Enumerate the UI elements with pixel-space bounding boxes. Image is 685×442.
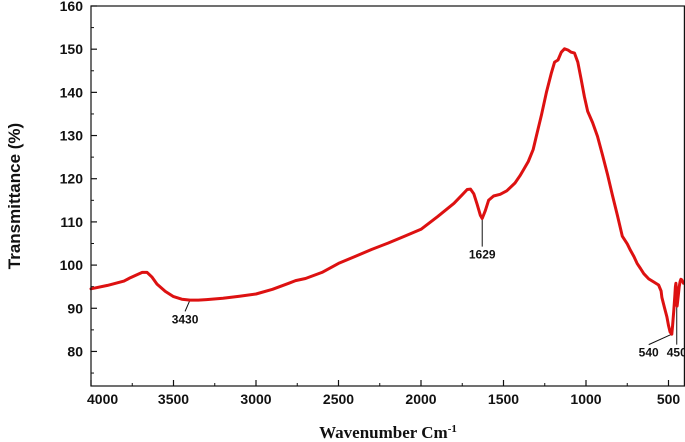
x-axis-ticks: 4000 3500 3000 2500 2000 1500 1000 500 xyxy=(87,380,680,407)
y-tick-label: 100 xyxy=(60,257,84,273)
x-tick-label: 2500 xyxy=(323,391,354,407)
y-tick-label: 150 xyxy=(60,41,84,57)
plot-frame xyxy=(90,5,685,387)
x-tick-label: 4000 xyxy=(87,391,118,407)
annotation-label: 450 xyxy=(667,346,685,360)
x-axis-title-main: Wavenumber Cm xyxy=(319,423,448,442)
y-axis-title: Transmittance (%) xyxy=(5,123,24,269)
annotation-label: 3430 xyxy=(172,312,199,326)
x-tick-label: 500 xyxy=(657,391,681,407)
x-tick-label: 2000 xyxy=(405,391,436,407)
y-tick-label: 110 xyxy=(60,214,83,230)
y-axis-ticks: 80 90 100 110 120 130 140 150 160 xyxy=(60,0,97,374)
x-tick-label: 1000 xyxy=(570,391,601,407)
y-tick-label: 90 xyxy=(67,300,83,316)
y-tick-label: 130 xyxy=(60,128,84,144)
y-tick-label: 140 xyxy=(60,84,84,100)
x-tick-label: 3500 xyxy=(158,391,189,407)
x-tick-label: 1500 xyxy=(488,391,519,407)
annotation-leader-line xyxy=(648,333,673,346)
annotation-label: 1629 xyxy=(469,248,496,262)
annotation-leader-line xyxy=(184,299,191,312)
y-tick-label: 80 xyxy=(67,343,83,359)
y-tick-label: 120 xyxy=(60,171,84,187)
y-tick-label: 160 xyxy=(60,0,84,14)
transmittance-line xyxy=(89,47,685,336)
peak-annotations: 3430 1629 540 450 xyxy=(172,218,685,360)
annotation-label: 540 xyxy=(639,346,659,360)
x-axis-title: Wavenumber Cm-1 xyxy=(319,423,457,442)
x-tick-label: 3000 xyxy=(240,391,271,407)
x-axis-title-superscript: -1 xyxy=(448,423,457,435)
